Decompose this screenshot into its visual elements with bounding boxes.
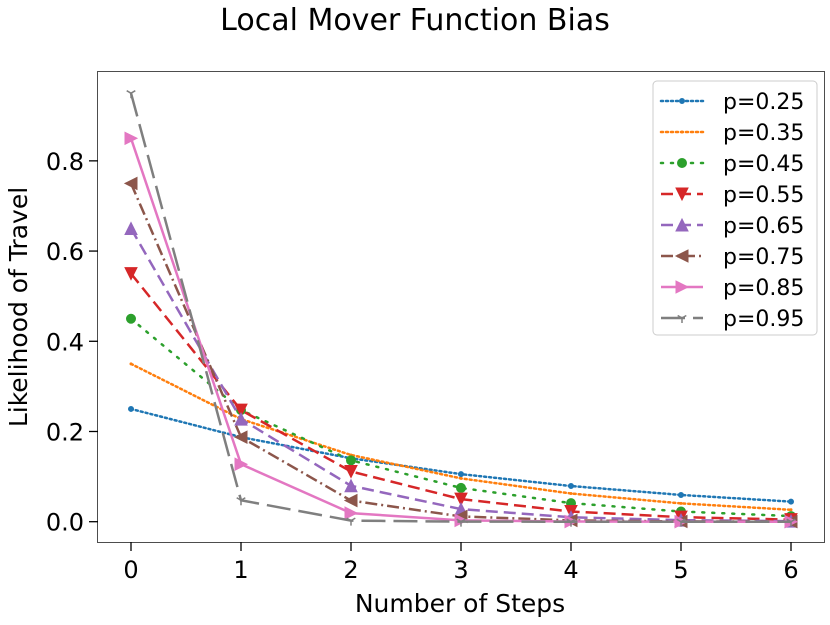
legend-marker: [677, 314, 687, 323]
data-point: [676, 518, 686, 527]
legend-entry: p=0.65: [661, 214, 804, 239]
data-point: [233, 430, 248, 444]
legend-entry: p=0.35: [659, 121, 804, 146]
data-point: [786, 518, 796, 527]
chart-title: Local Mover Function Bias: [220, 3, 610, 38]
legend-label: p=0.45: [723, 152, 804, 177]
x-tick-label: 6: [783, 556, 798, 584]
legend-marker: [679, 98, 685, 104]
legend-label: p=0.35: [723, 121, 804, 146]
data-point: [236, 497, 246, 506]
data-point: [234, 457, 249, 472]
data-point: [124, 221, 138, 236]
legend-marker: [677, 158, 687, 168]
y-tick-label: 0.6: [46, 238, 84, 266]
y-tick-label: 0.2: [46, 418, 84, 446]
axis-ticks: 0 1 2 3 4 5 6 0.0 0.2 0.4 0.6 0.8: [46, 148, 799, 584]
x-tick-label: 3: [453, 556, 468, 584]
legend-label: p=0.55: [723, 183, 804, 208]
data-point: [126, 313, 136, 324]
legend-marker: [675, 187, 689, 202]
y-tick-label: 0.0: [46, 509, 84, 537]
data-point: [234, 411, 248, 426]
legend-entry: p=0.85: [661, 276, 804, 301]
data-point: [124, 131, 139, 146]
data-point: [343, 493, 358, 508]
x-tick-label: 1: [233, 556, 248, 584]
data-point: [568, 483, 574, 490]
data-point: [128, 405, 134, 412]
legend-marker: [675, 217, 689, 232]
data-point: [458, 471, 464, 478]
series-p=0.95: [126, 90, 796, 527]
legend-label: p=0.85: [723, 276, 804, 301]
legend: p=0.25 p=0.35 p=0.45 p=0.55 p=0.65 p=0.75 p=0.…: [652, 80, 818, 336]
series-p=0.45: [126, 313, 796, 522]
legend-label: p=0.95: [723, 307, 804, 332]
data-point: [459, 476, 463, 480]
legend-entry: p=0.55: [661, 183, 804, 208]
data-point: [569, 492, 573, 496]
data-point: [679, 501, 683, 505]
x-axis-label: Number of Steps: [355, 589, 565, 618]
data-point: [124, 267, 138, 281]
data-point: [126, 90, 136, 99]
legend-marker: [680, 130, 684, 134]
y-tick-label: 0.4: [46, 328, 84, 356]
legend-label: p=0.65: [723, 214, 804, 239]
data-point: [788, 498, 794, 505]
legend-entry: p=0.25: [659, 90, 804, 115]
data-point: [129, 362, 133, 366]
data-point: [566, 518, 576, 527]
legend-label: p=0.25: [723, 90, 804, 115]
x-tick-label: 5: [673, 556, 688, 584]
data-point: [346, 517, 356, 526]
legend-entry: p=0.95: [661, 307, 804, 332]
legend-box: [652, 80, 818, 336]
x-tick-label: 0: [123, 556, 138, 584]
legend-entry: p=0.45: [659, 152, 804, 177]
y-axis-label: Likelihood of Travel: [4, 187, 33, 427]
data-point: [456, 482, 466, 493]
y-tick-label: 0.8: [46, 148, 84, 176]
data-point: [344, 478, 358, 493]
data-point: [234, 403, 248, 418]
x-tick-label: 2: [343, 556, 358, 584]
data-point: [789, 508, 793, 512]
data-point: [346, 455, 356, 466]
legend-entry: p=0.75: [661, 245, 804, 270]
data-point: [344, 464, 358, 479]
x-tick-label: 4: [563, 556, 578, 584]
data-point: [123, 176, 138, 191]
data-point: [678, 491, 684, 498]
data-point: [456, 518, 466, 527]
data-point: [454, 492, 468, 507]
legend-marker: [675, 280, 690, 294]
data-point: [344, 506, 359, 520]
legend-label: p=0.75: [723, 245, 804, 270]
legend-marker: [674, 249, 689, 263]
plot-area: [123, 90, 799, 529]
